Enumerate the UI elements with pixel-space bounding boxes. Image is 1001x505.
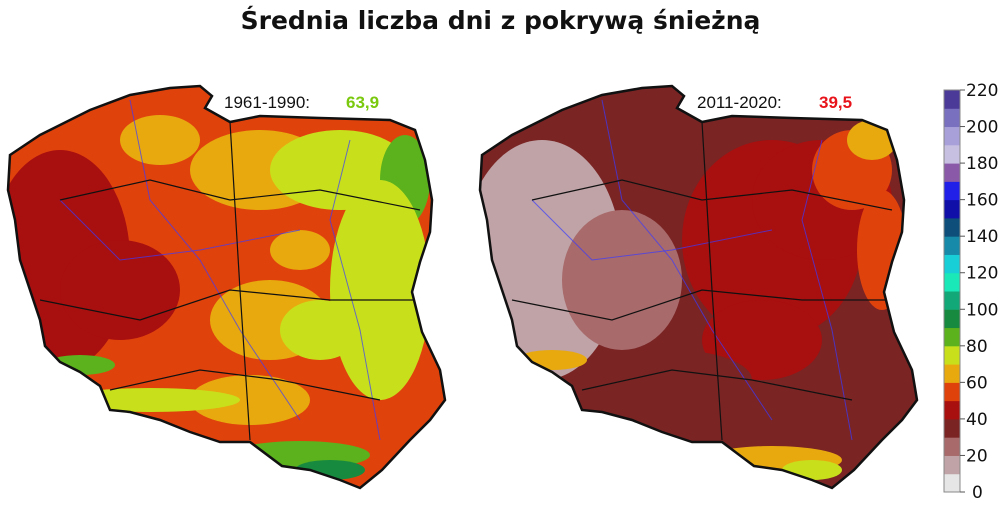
legend-bin	[944, 327, 960, 347]
map-2011-2020	[478, 84, 919, 490]
legend-bin	[944, 272, 960, 292]
region-border	[229, 121, 251, 441]
region-border	[59, 179, 421, 211]
legend-bin	[944, 382, 960, 402]
map-1961-1990-zone	[60, 240, 180, 340]
legend-bin	[944, 181, 960, 201]
legend-tick-label: 160	[966, 191, 998, 211]
legend-bin	[944, 309, 960, 329]
region-border	[581, 369, 853, 401]
legend-tick-label: 60	[966, 373, 988, 393]
legend-bin	[944, 455, 960, 475]
legend-bin	[944, 364, 960, 383]
legend-tick-label: 0	[972, 483, 983, 503]
map-2011-2020-zone	[517, 350, 587, 370]
legend-bin	[944, 108, 960, 128]
map-1961-1990-zone	[60, 388, 240, 412]
legend-tick-label: 40	[966, 410, 988, 430]
legend-tick-label: 100	[966, 300, 998, 320]
map-2011-2020-zone	[592, 350, 752, 410]
region-border	[701, 121, 723, 441]
period-label-1961-1990: 1961-1990:	[224, 93, 310, 112]
legend-bin	[944, 236, 960, 255]
mean-value-1961-1990: 63,9	[346, 93, 379, 112]
legend-tick-label: 120	[966, 264, 998, 284]
legend-tick-label: 20	[966, 446, 988, 466]
legend-bin	[944, 126, 960, 146]
legend-bin	[944, 437, 960, 456]
legend-bin	[944, 254, 960, 274]
map-1961-1990-zone	[280, 300, 360, 360]
river-line	[801, 139, 853, 441]
legend-bin	[944, 345, 960, 365]
region-border	[39, 289, 415, 321]
map-1961-1990-zone	[330, 180, 430, 400]
map-2011-2020-zone	[782, 460, 842, 480]
legend-bin	[944, 163, 960, 182]
map-2011-2020-zone	[562, 210, 682, 350]
river-line	[601, 99, 773, 421]
legend-tick-label: 80	[966, 337, 988, 357]
region-border	[109, 369, 381, 401]
legend-bin	[944, 144, 960, 164]
legend-bin	[944, 473, 960, 493]
map-1961-1990-zone	[190, 375, 310, 425]
map-1961-1990-country-border	[6, 84, 447, 490]
river-line	[129, 99, 301, 421]
river-line	[531, 199, 773, 261]
legend-bin	[944, 291, 960, 310]
legend-bin	[944, 199, 960, 219]
color-legend: 0 20 40 60 80 100 120 140 160 180 200 220	[943, 81, 998, 503]
map-1961-1990-zone	[270, 230, 330, 270]
map-1961-1990	[6, 84, 447, 490]
legend-tick-label: 220	[966, 81, 998, 101]
legend-tick-label: 140	[966, 227, 998, 247]
legend-frame	[943, 89, 961, 493]
period-label-2011-2020: 2011-2020:	[697, 93, 782, 112]
region-border	[531, 179, 893, 211]
mean-value-2011-2020: 39,5	[819, 93, 852, 112]
map-title: Średnia liczba dni z pokrywą śnieżną	[240, 6, 761, 35]
river-line	[59, 199, 301, 261]
legend-tick-label: 180	[966, 154, 998, 174]
river-line	[329, 139, 381, 441]
legend-bin	[944, 400, 960, 420]
map-1961-1990-zone	[120, 115, 200, 165]
map-2011-2020-country-border	[478, 84, 919, 490]
legend-bin	[944, 217, 960, 237]
region-border	[511, 289, 887, 321]
legend-bin	[944, 90, 960, 109]
legend-bin	[944, 418, 960, 438]
legend-tick-label: 200	[966, 118, 998, 138]
